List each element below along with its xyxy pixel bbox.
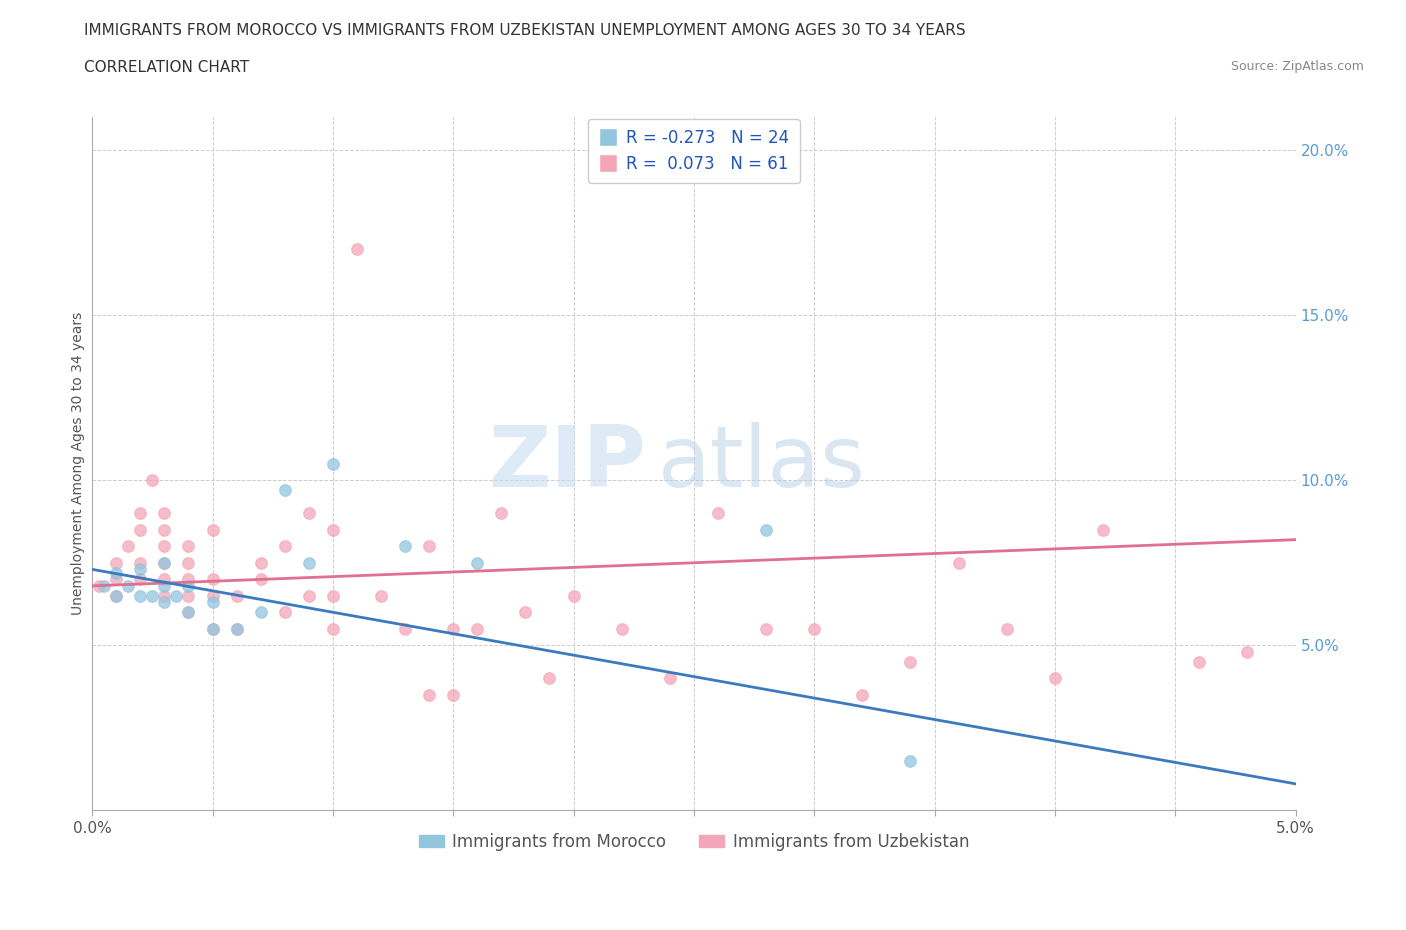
Point bbox=[900, 655, 922, 670]
Point bbox=[177, 572, 200, 587]
Text: IMMIGRANTS FROM MOROCCO VS IMMIGRANTS FROM UZBEKISTAN UNEMPLOYMENT AMONG AGES 30: IMMIGRANTS FROM MOROCCO VS IMMIGRANTS FR… bbox=[84, 23, 966, 38]
Point bbox=[129, 572, 152, 587]
Point bbox=[201, 589, 224, 604]
Point bbox=[201, 595, 224, 610]
Point bbox=[346, 242, 368, 257]
Point bbox=[129, 555, 152, 570]
Point bbox=[322, 621, 344, 636]
Point bbox=[755, 621, 778, 636]
Point bbox=[153, 578, 176, 593]
Point bbox=[370, 589, 392, 604]
Point bbox=[322, 523, 344, 538]
Point bbox=[129, 589, 152, 604]
Point bbox=[298, 555, 321, 570]
Point bbox=[153, 523, 176, 538]
Point bbox=[201, 621, 224, 636]
Point bbox=[249, 604, 271, 619]
Point bbox=[117, 538, 139, 553]
Point bbox=[803, 621, 825, 636]
Point bbox=[201, 621, 224, 636]
Point bbox=[105, 572, 128, 587]
Point bbox=[298, 506, 321, 521]
Point bbox=[249, 572, 271, 587]
Point bbox=[141, 589, 163, 604]
Point bbox=[274, 483, 297, 498]
Text: ZIP: ZIP bbox=[488, 422, 645, 505]
Point bbox=[153, 595, 176, 610]
Point bbox=[177, 589, 200, 604]
Point bbox=[105, 555, 128, 570]
Point bbox=[177, 604, 200, 619]
Point bbox=[165, 589, 187, 604]
Point bbox=[117, 578, 139, 593]
Point bbox=[900, 753, 922, 768]
Point bbox=[562, 589, 585, 604]
Point bbox=[89, 578, 111, 593]
Point bbox=[274, 604, 297, 619]
Point bbox=[177, 578, 200, 593]
Point bbox=[465, 621, 488, 636]
Point bbox=[707, 506, 730, 521]
Point bbox=[515, 604, 537, 619]
Point bbox=[177, 604, 200, 619]
Point bbox=[177, 555, 200, 570]
Point bbox=[948, 555, 970, 570]
Point bbox=[491, 506, 513, 521]
Text: Source: ZipAtlas.com: Source: ZipAtlas.com bbox=[1230, 60, 1364, 73]
Point bbox=[1236, 644, 1258, 659]
Point bbox=[465, 555, 488, 570]
Point bbox=[129, 506, 152, 521]
Point bbox=[153, 555, 176, 570]
Point bbox=[394, 621, 416, 636]
Point bbox=[153, 538, 176, 553]
Point bbox=[201, 572, 224, 587]
Point bbox=[658, 671, 681, 685]
Point bbox=[418, 687, 440, 702]
Point bbox=[249, 555, 271, 570]
Point bbox=[141, 472, 163, 487]
Point bbox=[93, 578, 115, 593]
Point bbox=[153, 555, 176, 570]
Point bbox=[441, 621, 464, 636]
Point bbox=[105, 589, 128, 604]
Point bbox=[153, 589, 176, 604]
Point bbox=[1043, 671, 1066, 685]
Point bbox=[129, 562, 152, 577]
Point bbox=[298, 589, 321, 604]
Point bbox=[129, 523, 152, 538]
Point bbox=[153, 572, 176, 587]
Point bbox=[225, 621, 247, 636]
Point bbox=[851, 687, 873, 702]
Point bbox=[201, 523, 224, 538]
Point bbox=[394, 538, 416, 553]
Y-axis label: Unemployment Among Ages 30 to 34 years: Unemployment Among Ages 30 to 34 years bbox=[72, 312, 86, 616]
Point bbox=[225, 589, 247, 604]
Point bbox=[538, 671, 561, 685]
Point bbox=[418, 538, 440, 553]
Point bbox=[177, 538, 200, 553]
Text: atlas: atlas bbox=[658, 422, 866, 505]
Point bbox=[441, 687, 464, 702]
Point bbox=[105, 589, 128, 604]
Point bbox=[995, 621, 1018, 636]
Point bbox=[153, 506, 176, 521]
Legend: Immigrants from Morocco, Immigrants from Uzbekistan: Immigrants from Morocco, Immigrants from… bbox=[412, 826, 976, 857]
Point bbox=[322, 457, 344, 472]
Point bbox=[274, 538, 297, 553]
Text: CORRELATION CHART: CORRELATION CHART bbox=[84, 60, 249, 75]
Point bbox=[755, 523, 778, 538]
Point bbox=[322, 589, 344, 604]
Point bbox=[1188, 655, 1211, 670]
Point bbox=[105, 565, 128, 580]
Point bbox=[610, 621, 633, 636]
Point bbox=[1092, 523, 1115, 538]
Point bbox=[225, 621, 247, 636]
